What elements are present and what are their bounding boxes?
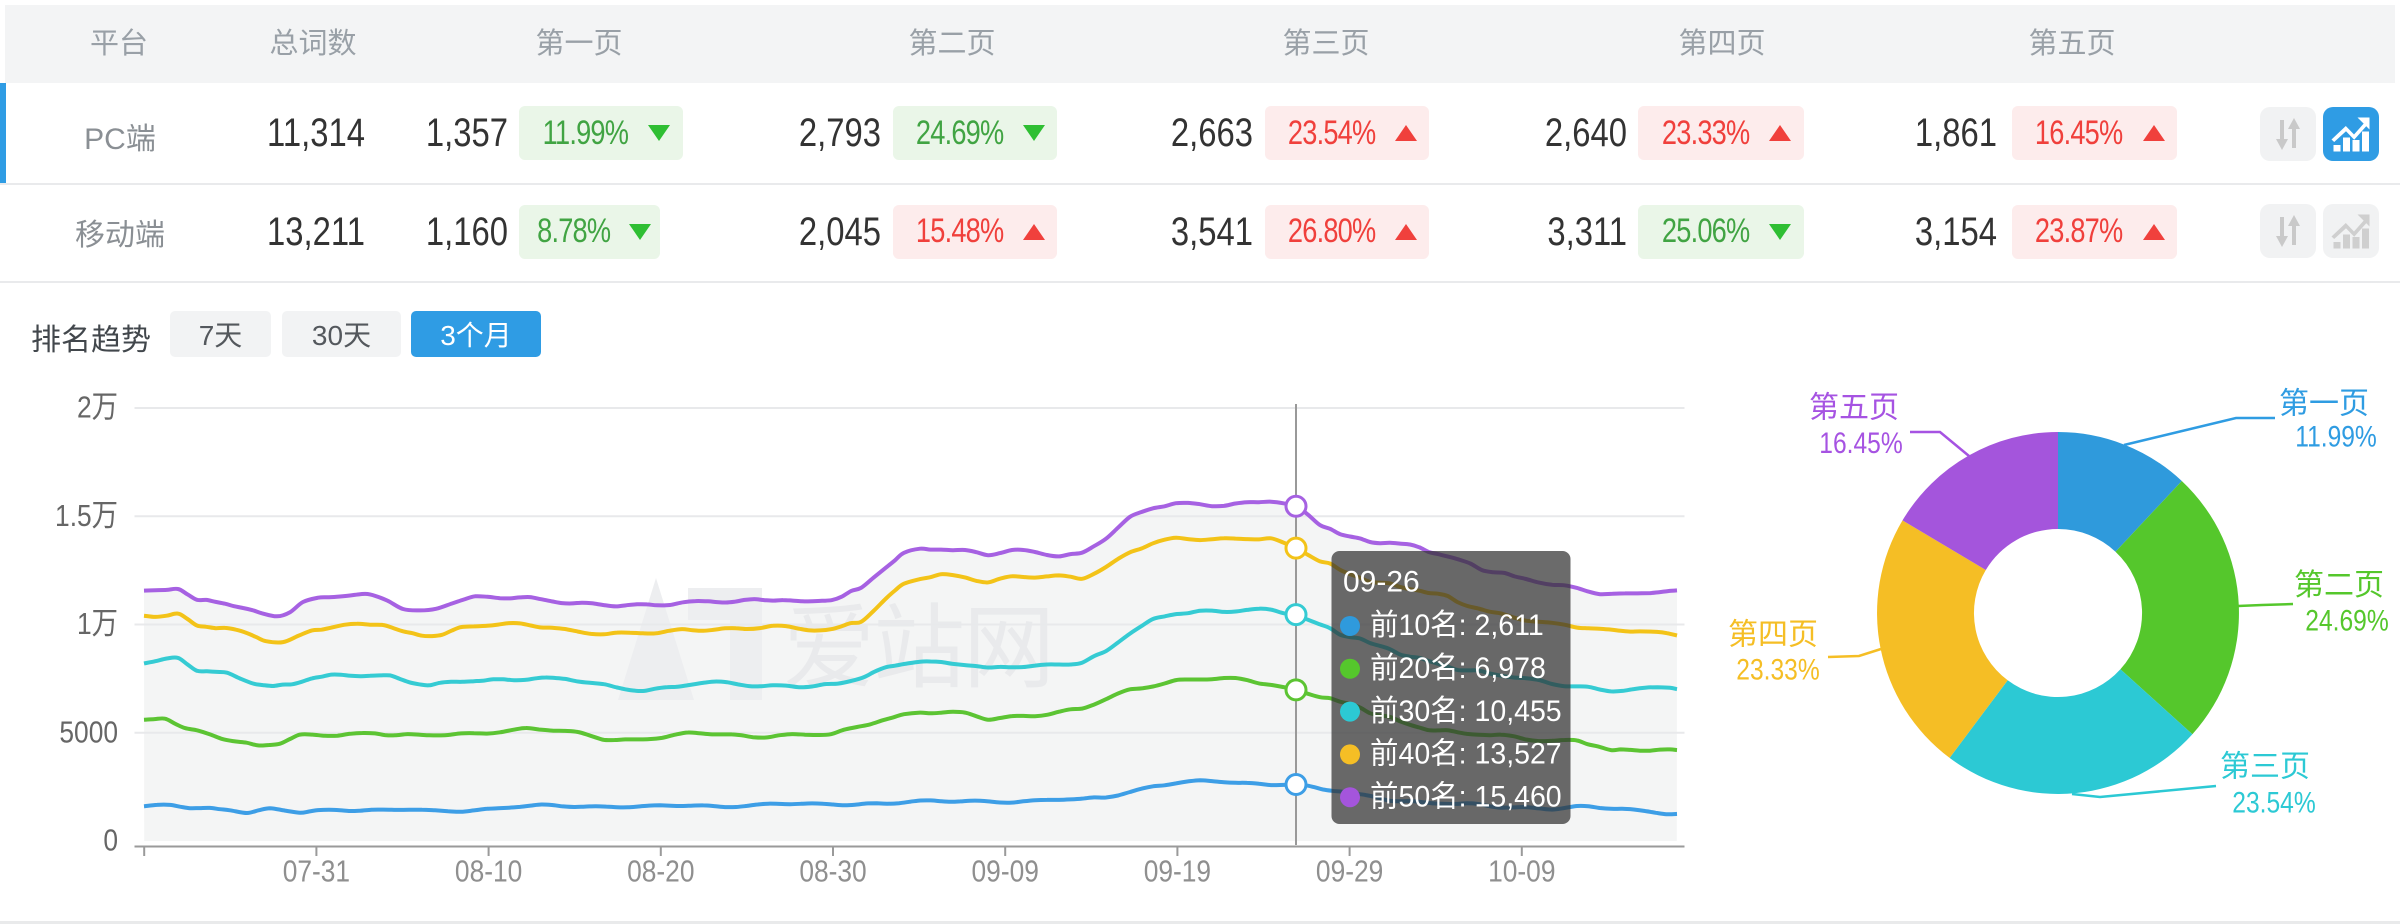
svg-text:1万: 1万 bbox=[77, 607, 118, 641]
svg-text:1.5万: 1.5万 bbox=[55, 499, 118, 533]
svg-text:5000: 5000 bbox=[59, 716, 118, 750]
svg-text:09-29: 09-29 bbox=[1316, 855, 1383, 889]
svg-text:2万: 2万 bbox=[77, 391, 118, 425]
svg-text:前20名: 6,978: 前20名: 6,978 bbox=[1370, 651, 1546, 685]
svg-text:23.54%: 23.54% bbox=[2232, 785, 2315, 819]
svg-text:08-20: 08-20 bbox=[627, 855, 694, 889]
svg-text:前50名: 15,460: 前50名: 15,460 bbox=[1370, 780, 1562, 814]
svg-text:16.45%: 16.45% bbox=[1819, 426, 1902, 460]
svg-text:11.99%: 11.99% bbox=[2295, 419, 2377, 453]
svg-text:07-31: 07-31 bbox=[283, 855, 350, 889]
svg-text:0: 0 bbox=[103, 824, 118, 858]
svg-text:第二页: 第二页 bbox=[2294, 569, 2384, 602]
svg-text:08-30: 08-30 bbox=[799, 855, 866, 889]
svg-text:10-09: 10-09 bbox=[1488, 855, 1555, 889]
svg-text:23.33%: 23.33% bbox=[1736, 652, 1819, 686]
svg-text:第三页: 第三页 bbox=[2220, 751, 2310, 784]
svg-text:08-10: 08-10 bbox=[455, 855, 522, 889]
svg-text:09-26: 09-26 bbox=[1343, 566, 1420, 599]
svg-text:09-19: 09-19 bbox=[1144, 855, 1211, 889]
svg-text:第五页: 第五页 bbox=[1809, 392, 1899, 425]
svg-text:第一页: 第一页 bbox=[2279, 388, 2369, 421]
svg-text:第四页: 第四页 bbox=[1728, 619, 1818, 652]
svg-text:前40名: 13,527: 前40名: 13,527 bbox=[1370, 737, 1562, 771]
svg-text:09-09: 09-09 bbox=[972, 855, 1039, 889]
svg-text:24.69%: 24.69% bbox=[2305, 603, 2388, 637]
svg-text:前10名: 2,611: 前10名: 2,611 bbox=[1370, 609, 1544, 643]
svg-text:前30名: 10,455: 前30名: 10,455 bbox=[1370, 694, 1562, 728]
